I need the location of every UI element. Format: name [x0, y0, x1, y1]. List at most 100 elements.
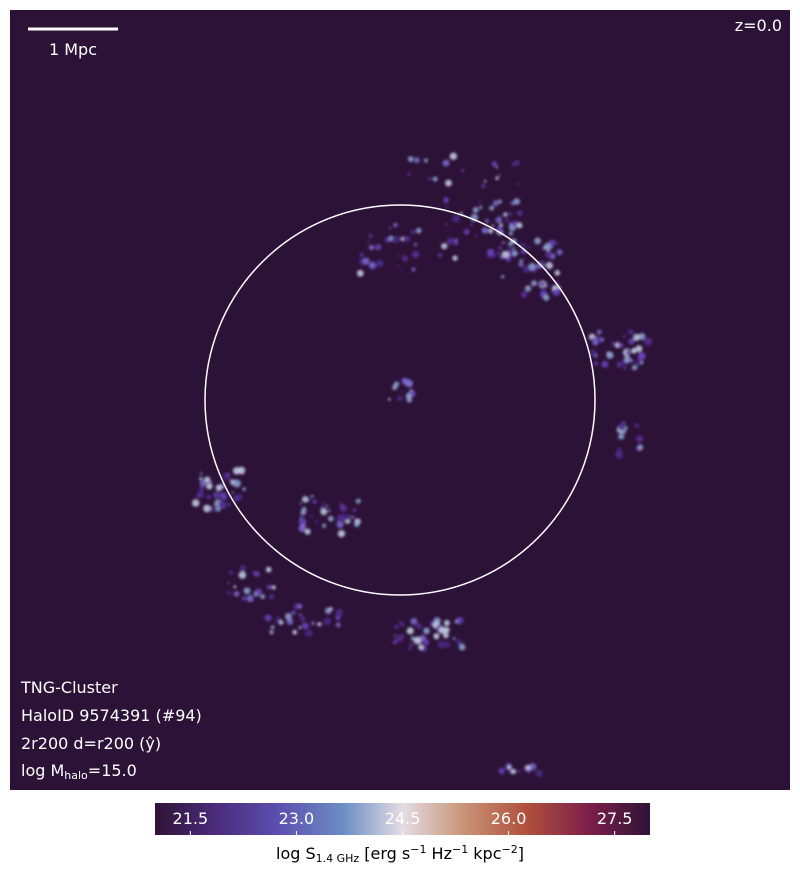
- emission-blob: [498, 199, 502, 204]
- emission-blob: [489, 205, 495, 211]
- emission-blob: [292, 629, 298, 635]
- emission-blob: [401, 255, 409, 262]
- emission-blob: [545, 261, 553, 270]
- emission-blob: [407, 172, 411, 177]
- emission-blob: [523, 767, 527, 771]
- emission-blob: [460, 619, 464, 623]
- colorbar-tick-label: 23.0: [279, 809, 315, 828]
- emission-blob: [301, 506, 307, 512]
- emission-blob: [596, 329, 602, 335]
- emission-blob: [495, 216, 502, 224]
- emission-blob: [508, 211, 513, 217]
- emission-blob: [519, 259, 523, 263]
- emission-blob: [599, 337, 605, 343]
- emission-blob: [295, 606, 298, 610]
- emission-blob: [442, 632, 449, 639]
- emission-blob: [444, 222, 448, 226]
- emission-blob: [454, 619, 459, 624]
- emission-blob: [246, 594, 254, 603]
- emission-blob: [415, 623, 422, 630]
- emission-blob: [321, 523, 327, 528]
- emission-blob: [410, 229, 416, 235]
- emission-blob: [633, 333, 641, 341]
- emission-blob: [518, 261, 524, 267]
- emission-blob: [340, 505, 348, 513]
- emission-blob: [362, 257, 370, 265]
- emission-blob: [446, 237, 455, 245]
- emission-blob: [640, 360, 644, 365]
- emission-blob: [206, 482, 213, 490]
- emission-blob: [299, 516, 302, 519]
- emission-blob: [418, 644, 424, 651]
- emission-blob: [589, 349, 597, 357]
- emission-blob: [531, 767, 535, 771]
- emission-blob: [644, 337, 653, 346]
- emission-blob: [601, 360, 609, 368]
- emission-blob: [269, 630, 274, 635]
- emission-blob: [452, 637, 456, 640]
- emission-blob: [231, 491, 235, 494]
- emission-blob: [298, 517, 307, 526]
- emission-blob: [203, 504, 211, 513]
- emission-blob: [407, 156, 414, 162]
- colorbar-label: log S1.4 GHz [erg s−1 Hz−1 kpc−2]: [276, 843, 524, 865]
- emission-blob: [460, 168, 465, 173]
- emission-blob: [496, 252, 500, 256]
- emission-blob: [400, 390, 403, 393]
- emission-blob: [488, 228, 494, 234]
- emission-blob: [445, 179, 452, 187]
- emission-blob: [393, 381, 400, 387]
- emission-blob: [415, 227, 422, 234]
- emission-blob: [423, 158, 428, 163]
- emission-blob: [233, 585, 237, 589]
- emission-blob: [503, 257, 507, 260]
- emission-blob: [475, 234, 478, 237]
- emission-blob: [456, 638, 463, 645]
- emission-blob: [304, 633, 307, 636]
- emission-blob: [484, 219, 489, 224]
- emission-blob: [413, 636, 422, 645]
- emission-blob: [198, 486, 204, 492]
- emission-blob: [413, 157, 420, 164]
- emission-blob: [327, 509, 331, 512]
- emission-blob: [212, 491, 221, 499]
- emission-blob: [433, 633, 440, 640]
- emission-blob: [495, 166, 499, 169]
- emission-blob: [517, 769, 521, 774]
- emission-blob: [299, 613, 302, 616]
- emission-blob: [311, 621, 316, 626]
- emission-blob: [524, 285, 532, 292]
- emission-blob: [396, 264, 400, 268]
- emission-blob: [266, 584, 272, 590]
- emission-blob: [541, 247, 545, 251]
- emission-blob: [268, 593, 275, 600]
- emission-blob: [298, 626, 302, 629]
- emission-blob: [448, 228, 451, 231]
- emission-blob: [375, 259, 384, 268]
- emission-blob: [548, 239, 556, 246]
- emission-blob: [512, 163, 515, 166]
- colorbar: [155, 803, 650, 835]
- emission-blob: [270, 625, 275, 630]
- emission-blob: [625, 350, 631, 356]
- emission-blob: [393, 634, 397, 637]
- emission-blob: [443, 619, 450, 626]
- emission-blob: [388, 397, 391, 401]
- emission-blob: [375, 244, 382, 251]
- emission-blob: [437, 640, 446, 649]
- emission-blob: [498, 767, 505, 774]
- emission-blob: [438, 626, 446, 634]
- emission-blob: [492, 200, 499, 207]
- emission-blob: [297, 604, 303, 609]
- emission-blob: [338, 517, 343, 522]
- emission-blob: [396, 254, 400, 257]
- emission-blob: [611, 341, 616, 347]
- emission-blob: [408, 647, 412, 650]
- emission-blob: [336, 609, 341, 613]
- emission-blob: [236, 493, 243, 500]
- emission-blob: [312, 499, 317, 504]
- emission-blob: [481, 184, 486, 189]
- emission-blob: [309, 514, 313, 518]
- emission-blob: [196, 493, 201, 498]
- emission-blob: [484, 180, 487, 183]
